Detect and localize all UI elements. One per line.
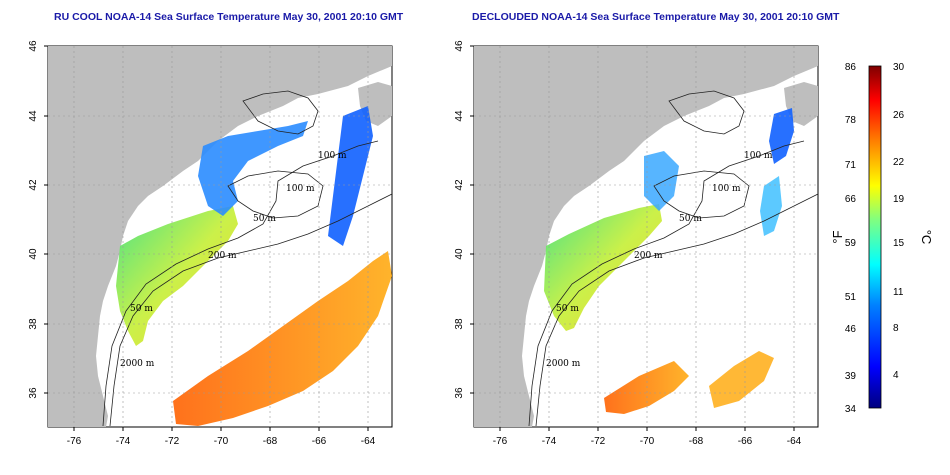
y-tick-label: 40 [28,248,39,260]
fahrenheit-tick-label: 34 [845,404,857,415]
left-contour-label-3: 50 m [253,214,276,224]
y-tick-label: 42 [28,179,39,191]
fahrenheit-tick-label: 51 [845,292,857,303]
fahrenheit-tick-label: 39 [845,371,857,382]
celsius-tick-label: 4 [893,370,899,381]
right-map-grid [474,46,818,427]
y-tick-label: 38 [28,318,39,330]
colorbar: 86 78 71 66 59 51 46 39 34 30 26 22 19 15 11 8 4 °F °C [830,62,934,415]
left-map-sst-scotian [328,106,373,246]
x-tick-label: -64 [787,436,802,447]
colorbar-fahrenheit-label: °F [830,230,845,243]
fahrenheit-tick-label: 46 [845,324,857,335]
celsius-tick-label: 15 [893,238,905,249]
fahrenheit-tick-label: 78 [845,115,857,126]
left-contour-label-1: 100 m [318,151,347,161]
left-map-bathymetry-contours [102,90,393,427]
right-map-sst-gulf-maine [644,151,679,211]
right-map-sst-shelf [544,204,662,331]
x-tick-label: -70 [640,436,655,447]
y-tick-label: 42 [454,179,465,191]
left-map-sst-gulf-maine [198,121,308,216]
fahrenheit-tick-label: 66 [845,194,857,205]
y-tick-label: 44 [28,110,39,122]
y-tick-label: 36 [454,387,465,399]
x-tick-label: -64 [361,436,376,447]
colorbar-gradient [868,65,882,409]
celsius-tick-label: 11 [893,287,904,298]
x-tick-label: -72 [591,436,606,447]
right-contour-label-3: 50 m [679,214,702,224]
celsius-tick-label: 8 [893,323,899,334]
x-tick-label: -66 [738,436,753,447]
colorbar-celsius-label: °C [919,230,934,245]
y-tick-label: 40 [454,248,465,260]
colorbar-ticks: 86 78 71 66 59 51 46 39 34 30 26 22 19 15 11 8 4 [845,62,905,415]
left-map-sst-shelf [116,206,238,346]
left-map-sst-warm [173,251,392,426]
right-contour-label-5: 50 m [556,304,579,314]
x-tick-label: -66 [312,436,327,447]
y-tick-label: 46 [454,40,465,52]
right-contour-label-4: 200 m [634,251,663,261]
fahrenheit-tick-label: 71 [845,160,857,171]
y-tick-label: 46 [28,40,39,52]
x-tick-label: -72 [165,436,180,447]
fahrenheit-tick-label: 59 [845,238,857,249]
left-map: 100 m 100 m 50 m 200 m 50 m 2000 m [47,45,393,428]
right-map-bathymetry-contours [528,90,819,427]
right-map-title: DECLOUDED NOAA-14 Sea Surface Temperatur… [472,11,840,23]
right-map-sst-warm [604,361,689,414]
celsius-tick-label: 30 [893,62,905,73]
left-contour-label-5: 50 m [130,304,153,314]
y-tick-label: 36 [28,387,39,399]
map-axes: -76 -74 -72 -70 -68 -66 -64 36 38 40 42 44 46 -76 -74 -… [28,40,802,447]
right-map: 100 m 100 m 50 m 200 m 50 m 2000 m [473,45,819,428]
celsius-tick-label: 19 [893,194,905,205]
right-contour-label-1: 100 m [744,151,773,161]
fahrenheit-tick-label: 86 [845,62,857,73]
y-tick-label: 38 [454,318,465,330]
right-contour-label-6: 2000 m [546,359,581,369]
x-tick-label: -76 [67,436,82,447]
x-tick-label: -74 [116,436,131,447]
left-contour-label-2: 100 m [286,184,315,194]
celsius-tick-label: 22 [893,157,905,168]
x-tick-label: -74 [542,436,557,447]
x-tick-label: -68 [263,436,278,447]
left-map-land [48,46,392,427]
x-tick-label: -68 [689,436,704,447]
right-map-land [474,46,818,427]
x-tick-label: -70 [214,436,229,447]
left-contour-label-6: 2000 m [120,359,155,369]
right-map-sst-warm-east [709,351,774,408]
y-tick-label: 44 [454,110,465,122]
left-map-title: RU COOL NOAA-14 Sea Surface Temperature … [54,11,404,23]
left-map-grid [48,46,392,427]
left-contour-label-4: 200 m [208,251,237,261]
right-map-sst-scotian [769,108,794,164]
right-contour-label-2: 100 m [712,184,741,194]
x-tick-label: -76 [493,436,508,447]
celsius-tick-label: 26 [893,110,905,121]
right-map-sst-scotian-south [760,176,782,236]
